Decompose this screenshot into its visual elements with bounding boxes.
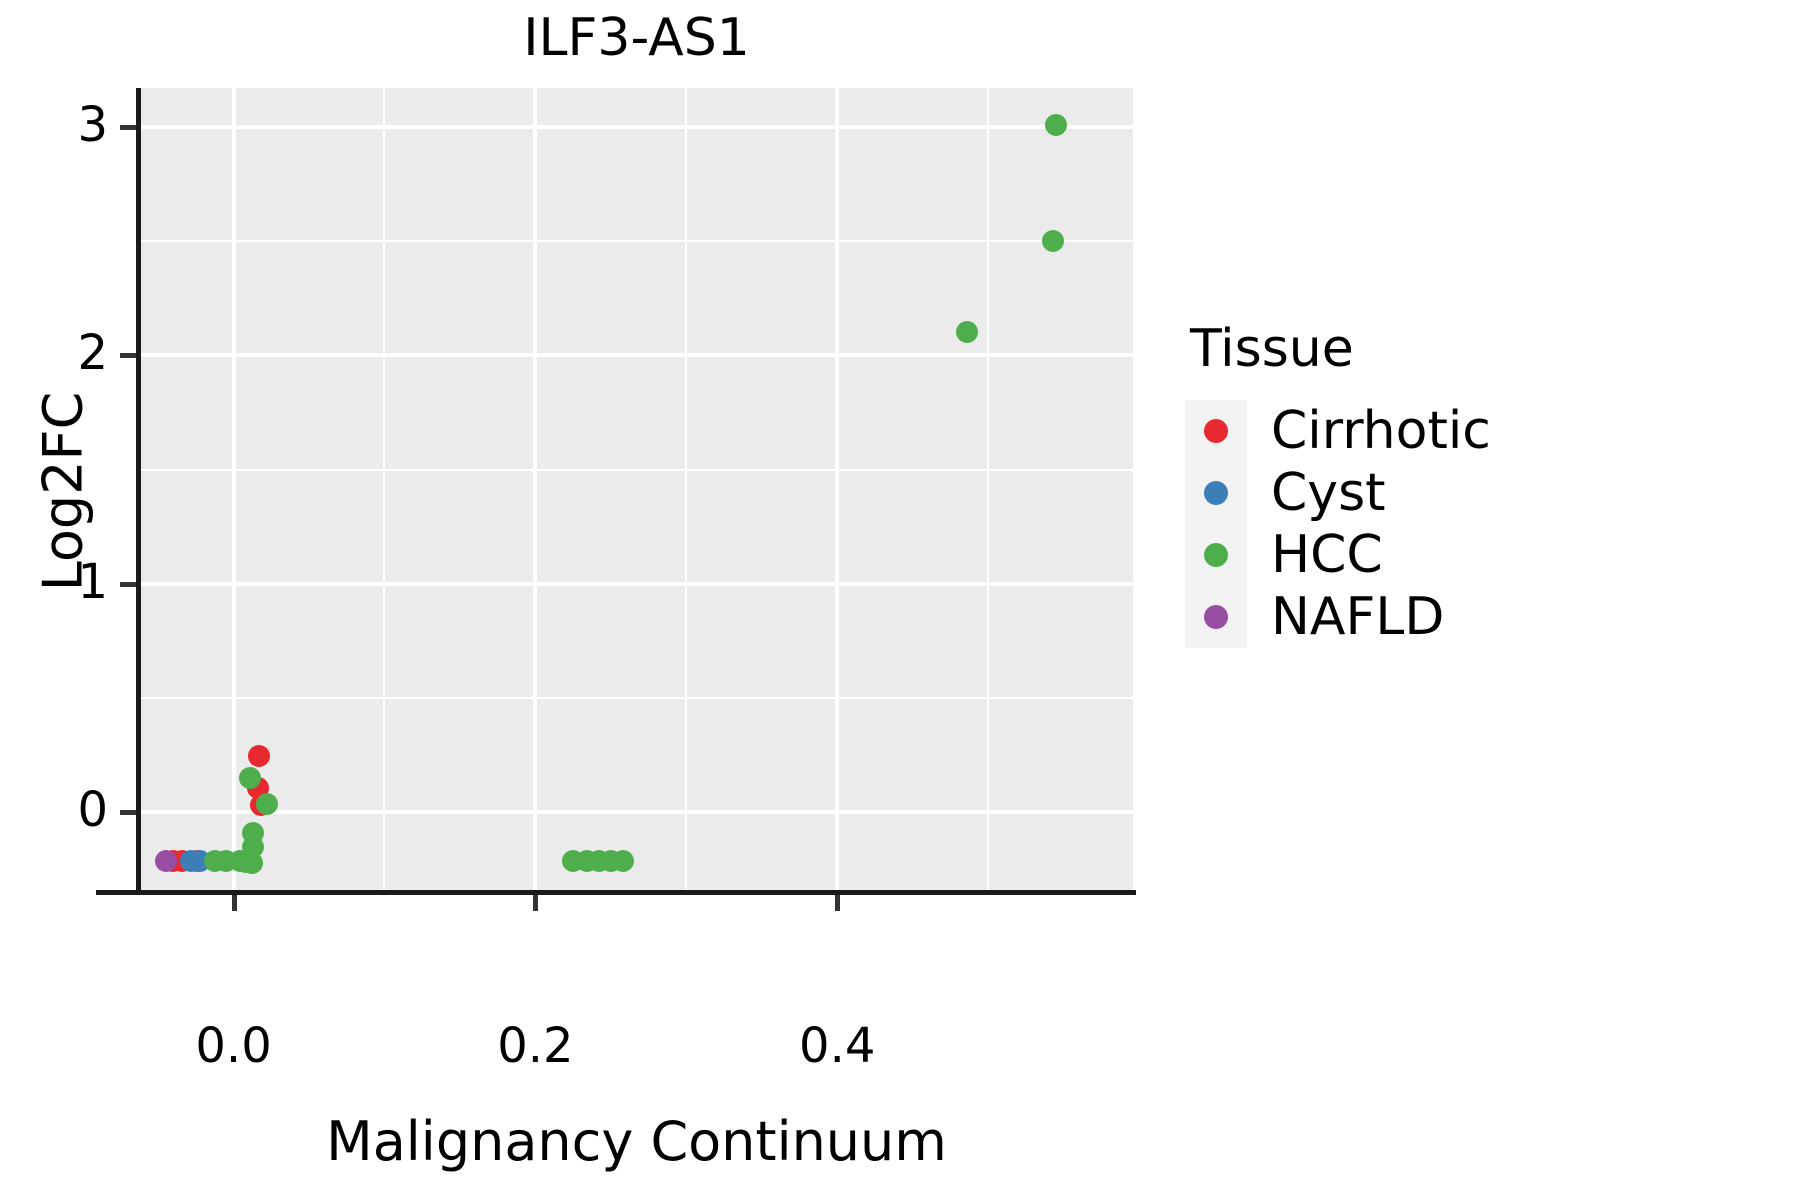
gridline-major-horizontal (140, 353, 1133, 358)
x-tick-mark (533, 895, 539, 911)
data-point (611, 850, 634, 873)
gridline-minor-vertical (685, 88, 688, 890)
x-tick-mark (835, 895, 841, 911)
x-tick-label: 0.2 (497, 1018, 574, 1074)
gridline-major-horizontal (140, 581, 1133, 586)
data-point (1042, 230, 1065, 253)
x-tick-mark (231, 895, 237, 911)
data-point (955, 321, 978, 344)
y-tick-mark (120, 581, 136, 587)
legend-key-background (1185, 586, 1247, 648)
gridline-major-vertical (533, 88, 538, 890)
legend-item-label: HCC (1271, 525, 1383, 585)
legend-item-label: Cyst (1271, 463, 1386, 523)
legend-item-nafld[interactable]: NAFLD (1185, 586, 1745, 648)
legend-dot-icon (1204, 481, 1228, 505)
data-point (255, 793, 278, 816)
legend-item-label: NAFLD (1271, 587, 1445, 647)
x-tick-label: 0.0 (195, 1018, 272, 1074)
gridline-minor-horizontal (140, 697, 1133, 700)
legend-item-label: Cirrhotic (1271, 401, 1491, 461)
y-tick-label: 1 (77, 553, 108, 610)
y-axis-title: Log2FC (31, 391, 95, 592)
gridline-minor-vertical (383, 88, 386, 890)
gridline-minor-vertical (987, 88, 990, 890)
legend-items: Cirrhotic Cyst HCC NAFLD (1185, 400, 1745, 648)
legend: Tissue Cirrhotic Cyst HCC NAFLD (1185, 320, 1745, 648)
y-tick-label: 3 (77, 96, 108, 153)
page-title: ILF3-AS1 (523, 8, 750, 68)
gridline-major-vertical (231, 88, 236, 890)
legend-key-background (1185, 524, 1247, 586)
gridline-minor-horizontal (140, 240, 1133, 243)
y-axis-line (136, 88, 141, 894)
gridline-major-horizontal (140, 124, 1133, 129)
y-tick-mark (120, 810, 136, 816)
legend-dot-icon (1204, 419, 1228, 443)
legend-dot-icon (1204, 543, 1228, 567)
y-tick-mark (120, 124, 136, 130)
gridline-major-horizontal (140, 810, 1133, 815)
data-point (248, 745, 271, 768)
legend-key-background (1185, 462, 1247, 524)
legend-dot-icon (1204, 605, 1228, 629)
legend-item-cyst[interactable]: Cyst (1185, 462, 1745, 524)
data-point (242, 821, 265, 844)
y-tick-label: 0 (77, 782, 108, 839)
legend-item-hcc[interactable]: HCC (1185, 524, 1745, 586)
legend-key-background (1185, 400, 1247, 462)
y-tick-mark (120, 353, 136, 359)
x-axis-title: Malignancy Continuum (326, 1110, 947, 1173)
y-tick-label: 2 (77, 325, 108, 382)
x-tick-label: 0.4 (799, 1018, 876, 1074)
data-point (239, 767, 262, 790)
data-point (154, 850, 177, 873)
gridline-minor-horizontal (140, 468, 1133, 471)
x-axis-line (96, 890, 1136, 895)
gridline-major-vertical (835, 88, 840, 890)
legend-title: Tissue (1190, 319, 1354, 379)
plot-panel (140, 88, 1133, 890)
data-point (1045, 113, 1068, 136)
legend-item-cirrhotic[interactable]: Cirrhotic (1185, 400, 1745, 462)
